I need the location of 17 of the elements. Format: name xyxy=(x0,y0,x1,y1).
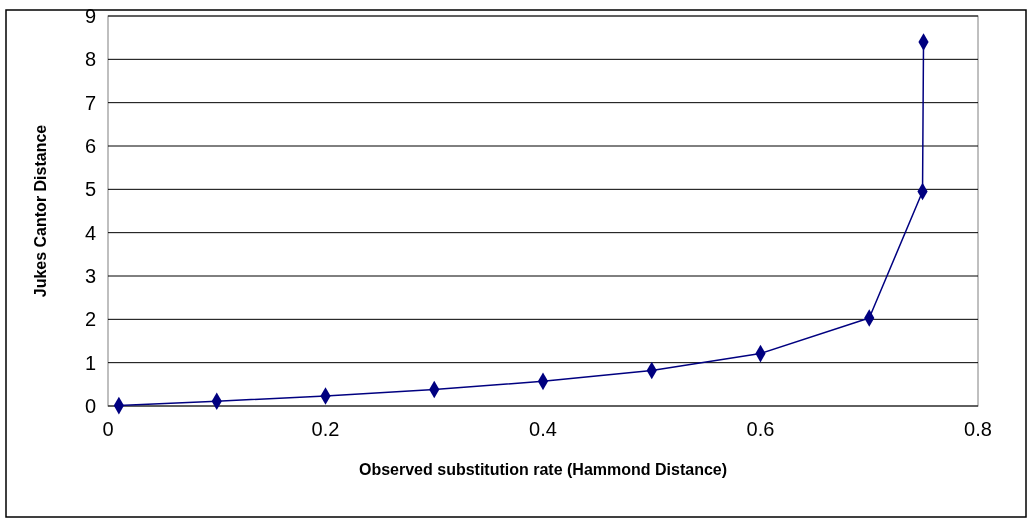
y-tick-label: 1 xyxy=(84,351,96,374)
y-tick-label: 9 xyxy=(84,5,96,27)
y-tick-label: 0 xyxy=(84,395,96,417)
x-tick-label: 0 xyxy=(102,418,114,440)
y-tick-label: 2 xyxy=(84,308,96,331)
y-tick-label: 4 xyxy=(84,221,96,244)
y-axis-title: Jukes Cantor Distance xyxy=(32,124,49,298)
x-tick-label: 0.2 xyxy=(311,418,340,440)
x-tick-label: 0.6 xyxy=(746,418,775,440)
x-axis-title: Observed substitution rate (Hammond Distance) xyxy=(358,461,728,478)
y-tick-label: 7 xyxy=(84,91,96,114)
x-tick-label: 0.4 xyxy=(529,418,557,440)
y-tick-label: 5 xyxy=(84,178,96,201)
x-tick-label: 0.8 xyxy=(964,418,992,440)
y-tick-label: 3 xyxy=(84,265,96,287)
y-tick-label: 8 xyxy=(84,48,96,71)
y-tick-label: 6 xyxy=(84,135,96,157)
